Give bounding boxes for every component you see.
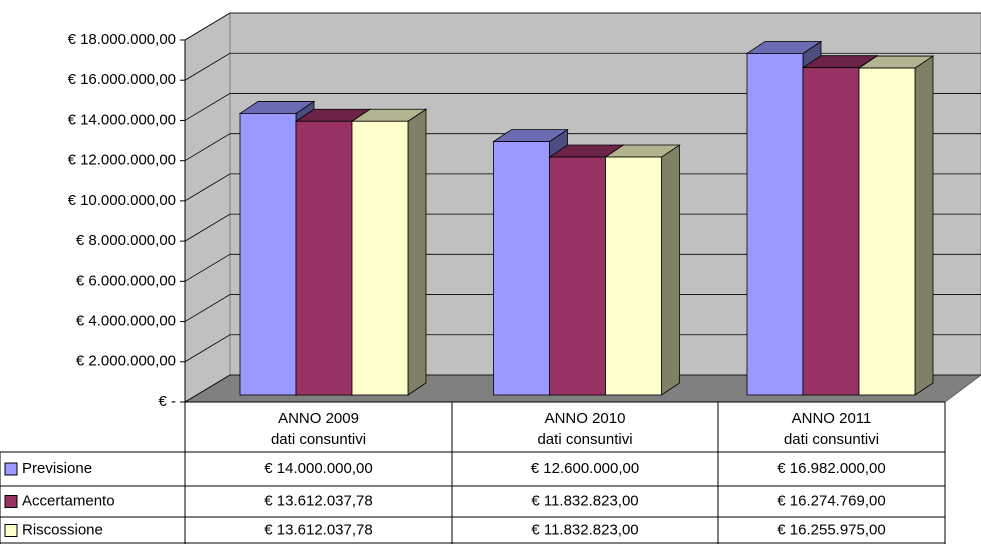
bar-side [914,55,934,396]
bar [295,120,353,396]
grid-line [184,374,981,403]
legend-swatch [4,495,18,508]
data-label: € 11.832.823,00 [531,521,638,538]
grid-line [184,133,981,162]
x-tick-sublabel: dati consuntivi [537,431,632,448]
y-tick-label: € 2.000.000,00 [76,353,176,370]
bar [605,156,662,396]
legend-label: Accertamento [22,492,115,509]
data-label: € 16.274.769,00 [777,492,885,509]
x-tick-sublabel: dati consuntivi [271,431,366,448]
y-tick-label: € 14.000.000,00 [68,111,176,128]
x-tick-sublabel: dati consuntivi [784,431,879,448]
bar-side [407,108,427,396]
grid-line [184,253,981,282]
bar [493,141,550,396]
data-label: € 14.000.000,00 [264,460,372,477]
grid-line [184,52,981,81]
bar-side [661,144,680,396]
y-tick-label: € 4.000.000,00 [76,313,176,330]
bar [858,67,916,396]
data-label: € 13.612.037,78 [264,492,372,509]
legend-swatch [4,524,18,537]
bar [802,67,860,396]
grid-line [184,213,981,242]
grid-line [184,294,981,322]
data-label: € 16.982.000,00 [777,460,885,477]
x-tick-label: ANNO 2010 [545,410,626,427]
grid-line [184,173,981,202]
data-label: € 12.600.000,00 [531,460,639,477]
y-tick-label: € 10.000.000,00 [68,192,176,209]
y-tick-label: € 6.000.000,00 [76,272,176,289]
legend-label: Previsione [22,460,92,477]
bar [351,120,409,396]
y-tick-label: € 8.000.000,00 [76,232,176,249]
x-tick-label: ANNO 2009 [278,410,359,427]
bar [549,156,606,396]
y-tick-label: € - [158,393,176,410]
bar [239,113,297,396]
data-label: € 16.255.975,00 [777,521,885,538]
legend-swatch [4,462,18,476]
legend-label: Riscossione [22,521,103,538]
grid-line [184,334,981,363]
x-tick-label: ANNO 2011 [792,410,872,427]
y-tick-label: € 16.000.000,00 [68,71,176,88]
grid-line [184,93,981,121]
data-label: € 11.832.823,00 [531,492,638,509]
bar [746,53,804,396]
side-wall [184,12,231,403]
y-tick-label: € 18.000.000,00 [68,31,176,48]
data-label: € 13.612.037,78 [264,521,372,538]
grid-line [184,12,981,41]
y-tick-label: € 12.000.000,00 [68,152,176,169]
